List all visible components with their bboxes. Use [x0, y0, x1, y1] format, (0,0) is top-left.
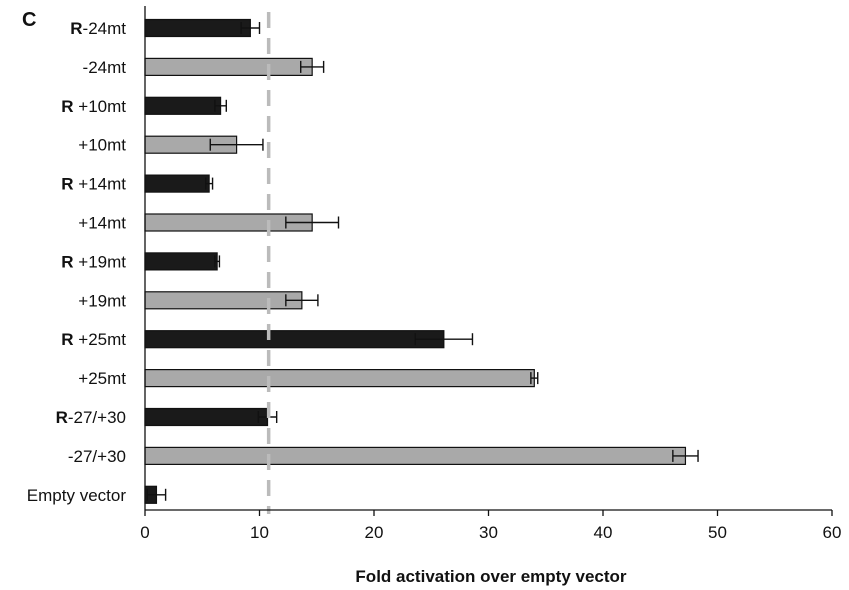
category-label-12: Empty vector	[27, 486, 127, 505]
category-label-2: R +10mt	[61, 97, 126, 116]
error-bar-4	[204, 177, 214, 190]
error-bar-7	[285, 294, 319, 307]
error-bar-0	[240, 22, 261, 34]
bar-6	[144, 252, 218, 271]
bar-7	[144, 291, 303, 310]
error-bar-12	[146, 488, 167, 501]
bar-1	[144, 57, 313, 77]
category-label-5: +14mt	[78, 214, 126, 233]
x-tick-label-3: 30	[479, 523, 498, 542]
error-bar-3	[209, 138, 264, 151]
x-tick-label-6: 60	[823, 523, 842, 542]
category-label-0: R-24mt	[70, 19, 126, 38]
bar-11	[144, 446, 687, 465]
category-label-3: +10mt	[78, 136, 126, 155]
bar-9	[144, 369, 535, 388]
category-label-6: R +19mt	[61, 252, 126, 271]
axes-group: 0 10 20 30 40 50 60	[140, 6, 841, 542]
x-axis-title: Fold activation over empty vector	[355, 567, 627, 586]
category-label-8: R +25mt	[61, 330, 126, 349]
x-tick-label-4: 40	[594, 523, 613, 542]
category-label-4: R +14mt	[61, 175, 126, 194]
category-label-11: -27/+30	[68, 447, 126, 466]
bar-10	[144, 407, 269, 427]
x-tick-label-2: 20	[365, 523, 384, 542]
x-tick-label-1: 10	[250, 523, 269, 542]
bar-8	[144, 330, 445, 349]
error-bar-2	[214, 99, 227, 112]
bars-group	[144, 18, 699, 504]
error-bar-5	[285, 216, 340, 229]
panel-letter: C	[22, 9, 36, 31]
category-label-9: +25mt	[78, 369, 126, 388]
category-label-7: +19mt	[78, 291, 126, 310]
error-bar-11	[672, 449, 699, 462]
error-bar-8	[414, 333, 474, 346]
bar-4	[144, 174, 210, 193]
bar-2	[144, 96, 222, 115]
category-label-1: -24mt	[83, 58, 127, 77]
error-bar-6	[214, 255, 221, 268]
x-tick-label-0: 0	[140, 523, 149, 542]
error-bar-1	[300, 60, 325, 73]
category-label-10: R-27/+30	[56, 408, 126, 427]
category-labels-group: R-24mt -24mt R +10mt +10mt R +14mt +14mt R +19…	[27, 19, 127, 505]
bar-0	[144, 18, 251, 38]
x-tick-label-5: 50	[708, 523, 727, 542]
error-bar-9	[530, 372, 539, 385]
